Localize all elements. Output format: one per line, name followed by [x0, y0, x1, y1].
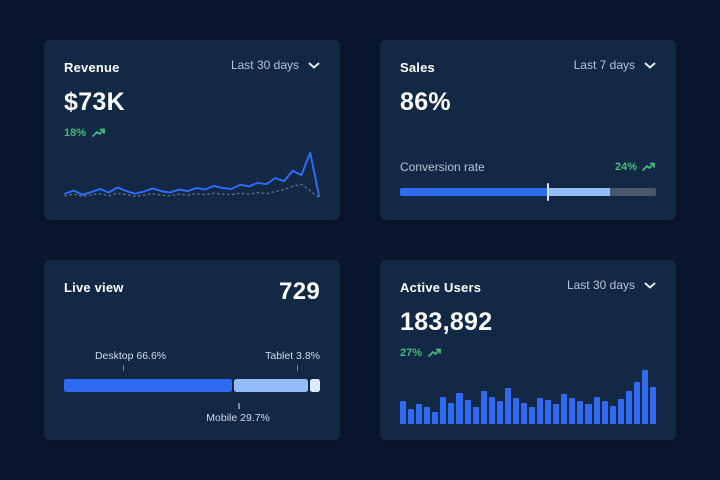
segment-desktop: [64, 379, 232, 392]
segment-remaining: [609, 188, 656, 196]
revenue-value: $73K: [64, 88, 125, 116]
active-users-card: Active Users Last 30 days 183,892 27%: [380, 260, 676, 440]
revenue-card-header: Revenue Last 30 days: [64, 58, 320, 75]
conversion-rate-row: Conversion rate 24%: [400, 160, 656, 174]
segment-primary: [400, 188, 549, 196]
device-breakdown-chart: Desktop 66.6% Tablet 3.8% Mobile 29.7%: [64, 350, 321, 424]
bar: [408, 409, 415, 424]
active-users-range-label: Last 30 days: [566, 278, 635, 292]
conversion-rate-label: Conversion rate: [400, 160, 485, 174]
active-users-delta: 27%: [400, 347, 656, 359]
bar: [512, 397, 519, 424]
bar: [472, 407, 479, 424]
revenue-card: Revenue Last 30 days $73K 18%: [44, 40, 340, 220]
bar: [641, 370, 648, 424]
bar: [424, 407, 431, 424]
revenue-line-chart: [64, 148, 320, 204]
bar: [561, 394, 568, 424]
active-users-range-dropdown[interactable]: Last 30 days: [567, 278, 656, 292]
tablet-share-label: Tablet 3.8%: [265, 350, 320, 362]
segment-mobile: [233, 379, 309, 392]
bar: [625, 391, 632, 424]
bar: [585, 403, 592, 424]
sales-delta: 24%: [615, 161, 656, 173]
trend-up-icon: [428, 348, 441, 357]
bar: [448, 403, 455, 424]
bar: [440, 397, 447, 424]
sales-range-label: Last 7 days: [573, 58, 635, 72]
sales-range-dropdown[interactable]: Last 7 days: [574, 58, 656, 72]
active-users-card-header: Active Users Last 30 days: [400, 278, 656, 295]
progress-marker: [547, 183, 550, 201]
live-view-card-header: Live view 729: [64, 278, 320, 306]
revenue-range-dropdown[interactable]: Last 30 days: [231, 58, 320, 72]
bar: [488, 397, 495, 424]
bar: [609, 406, 616, 424]
bar: [553, 403, 560, 424]
tablet-tick: [296, 365, 299, 371]
segments: [400, 188, 656, 196]
desktop-share-label: Desktop 66.6%: [94, 350, 167, 362]
bar: [416, 404, 423, 424]
sales-card-header: Sales Last 7 days: [400, 58, 656, 75]
segments: [64, 379, 321, 392]
sales-value: 86%: [400, 88, 451, 116]
sales-title: Sales: [400, 60, 435, 75]
revenue-range-label: Last 30 days: [230, 58, 299, 72]
sales-card: Sales Last 7 days 86% Conversion rate 24…: [380, 40, 676, 220]
bar: [496, 401, 503, 424]
chevron-down-icon: [644, 282, 656, 289]
chevron-down-icon: [308, 62, 320, 69]
active-users-delta-value: 27%: [400, 347, 423, 359]
bar: [593, 397, 600, 424]
trend-up-icon: [92, 128, 105, 137]
conversion-progress-bar: [400, 183, 656, 201]
bar: [504, 388, 511, 424]
mobile-share-label: Mobile 29.7%: [206, 412, 270, 424]
chevron-down-icon: [644, 62, 656, 69]
revenue-title: Revenue: [64, 60, 120, 75]
segment-tablet: [310, 379, 321, 392]
active-users-title: Active Users: [400, 280, 482, 295]
bar: [432, 412, 439, 424]
live-view-card: Live view 729 Desktop 66.6% Tablet 3.8% …: [44, 260, 340, 440]
sales-delta-value: 24%: [614, 161, 637, 173]
bar: [537, 397, 544, 424]
segment-secondary: [548, 188, 610, 196]
bar: [569, 397, 576, 424]
live-view-count: 729: [279, 278, 320, 305]
bar: [456, 392, 463, 424]
bar: [480, 391, 487, 424]
live-view-title: Live view: [64, 280, 124, 295]
bar: [545, 400, 552, 424]
active-users-value: 183,892: [400, 308, 493, 336]
revenue-delta-value: 18%: [64, 127, 87, 139]
bar: [633, 382, 640, 424]
trend-up-icon: [642, 162, 655, 171]
bar: [529, 407, 536, 424]
device-stacked-bar: [64, 379, 321, 392]
bar: [577, 401, 584, 424]
bar: [520, 403, 527, 424]
revenue-delta: 18%: [64, 127, 320, 139]
bar: [649, 386, 656, 424]
bar: [617, 398, 624, 424]
desktop-tick: [122, 365, 125, 371]
bar: [601, 401, 608, 424]
bar: [464, 400, 471, 424]
active-users-bar-chart: [400, 364, 656, 424]
mobile-tick: [238, 403, 240, 409]
bar: [400, 401, 407, 424]
